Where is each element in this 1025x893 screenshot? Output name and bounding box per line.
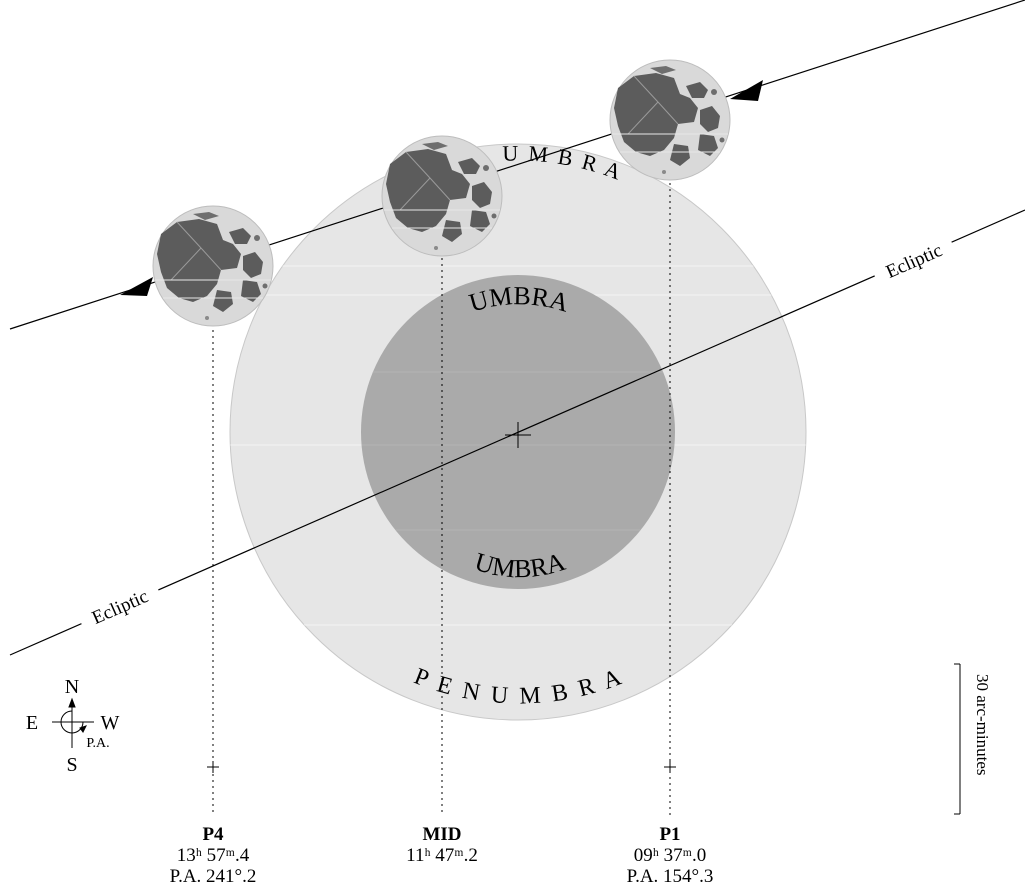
compass-pa: P.A. — [86, 736, 109, 751]
compass-east: E — [26, 712, 38, 734]
contact-time: 09ʰ 37ᵐ.0 — [633, 845, 707, 866]
moon-p1 — [609, 59, 731, 181]
scale-bar-label: 30 arc-minutes — [973, 674, 992, 776]
contact-name: MID — [422, 824, 462, 845]
scale-bar — [954, 663, 961, 815]
ecliptic-label-left: Ecliptic — [89, 586, 152, 629]
compass-west: W — [101, 712, 120, 734]
contact-name: P1 — [659, 824, 681, 845]
compass-south: S — [66, 754, 77, 776]
shadow-center-cross — [505, 422, 531, 448]
moon-mid — [381, 135, 503, 257]
direction-arrow — [730, 80, 763, 101]
contact-pa: P.A. 154°.3 — [626, 866, 714, 887]
contact-pa: P.A. 241°.2 — [169, 866, 257, 887]
contact-label-mid: MID 11ʰ 47ᵐ.2 — [372, 824, 512, 866]
compass-rose — [52, 697, 94, 748]
contact-marker-p1 — [664, 761, 676, 773]
ecliptic-label-right: Ecliptic — [883, 240, 946, 283]
contact-label-p1: P1 09ʰ 37ᵐ.0 P.A. 154°.3 — [600, 824, 740, 887]
moon-p4 — [152, 205, 274, 327]
direction-arrow — [120, 277, 153, 296]
compass-north: N — [65, 676, 79, 698]
contact-label-p4: P4 13ʰ 57ᵐ.4 P.A. 241°.2 — [143, 824, 283, 887]
contact-time: 11ʰ 47ᵐ.2 — [406, 845, 478, 866]
contact-time: 13ʰ 57ᵐ.4 — [176, 845, 250, 866]
contact-marker-p4 — [207, 761, 219, 773]
contact-name: P4 — [202, 824, 224, 845]
ecliptic-line — [9, 209, 1025, 656]
